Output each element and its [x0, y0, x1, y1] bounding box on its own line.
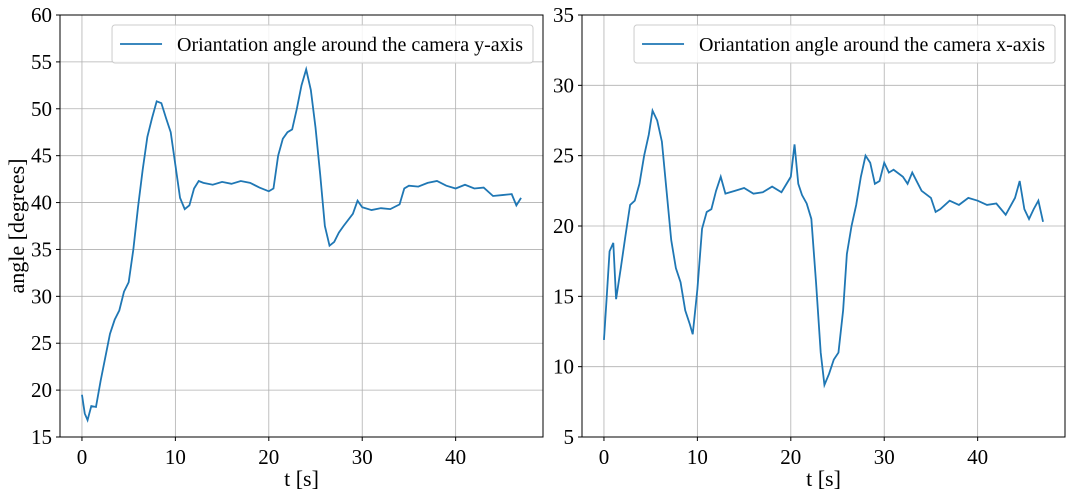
y-tick-label: 25 — [553, 144, 574, 168]
x-axis-label: t [s] — [806, 466, 841, 491]
x-tick-label: 10 — [687, 445, 708, 469]
y-tick-label: 15 — [553, 284, 574, 308]
x-tick-label: 30 — [874, 445, 895, 469]
subplot: 15 20 25 30 35 40 45 50 55 60 0 10 20 30 40 t [s] angle … — [4, 3, 544, 491]
x-tick-label: 0 — [599, 445, 610, 469]
y-tick-label: 30 — [553, 73, 574, 97]
y-tick-label: 60 — [31, 3, 52, 27]
y-tick-label: 50 — [31, 97, 52, 121]
legend-label: Oriantation angle around the camera x-ax… — [699, 34, 1045, 56]
y-tick-label: 45 — [31, 144, 52, 168]
y-tick-label: 55 — [31, 50, 52, 74]
y-tick-label: 20 — [553, 214, 574, 238]
plot-frame — [59, 14, 544, 438]
x-tick-label: 20 — [258, 445, 279, 469]
legend: Oriantation angle around the camera y-ax… — [111, 24, 534, 64]
y-tick-label: 15 — [31, 425, 52, 449]
y-tick-label: 35 — [31, 237, 52, 261]
x-tick-label: 20 — [780, 445, 801, 469]
legend-box — [111, 24, 534, 64]
legend: Oriantation angle around the camera x-ax… — [633, 24, 1056, 64]
y-tick-label: 10 — [553, 355, 574, 379]
y-tick-label: 20 — [31, 378, 52, 402]
data-line — [603, 107, 1044, 389]
y-tick-label: 35 — [553, 3, 574, 27]
legend-label: Oriantation angle around the camera y-ax… — [177, 34, 523, 56]
plot-frame — [581, 14, 1066, 438]
legend-box — [633, 24, 1056, 64]
data-line — [81, 65, 522, 423]
x-tick-label: 0 — [77, 445, 88, 469]
y-tick-label: 40 — [31, 191, 52, 215]
x-axis-label: t [s] — [284, 466, 319, 491]
x-tick-label: 30 — [352, 445, 373, 469]
subplot: 5 10 15 20 25 30 35 0 10 20 30 40 t [s] Oriantation a… — [553, 3, 1066, 491]
y-axis-label: angle [degrees] — [4, 159, 29, 294]
x-tick-label: 40 — [967, 445, 988, 469]
y-tick-label: 5 — [564, 425, 575, 449]
y-tick-label: 30 — [31, 284, 52, 308]
x-tick-label: 40 — [445, 445, 466, 469]
y-tick-label: 25 — [31, 331, 52, 355]
x-tick-label: 10 — [165, 445, 186, 469]
